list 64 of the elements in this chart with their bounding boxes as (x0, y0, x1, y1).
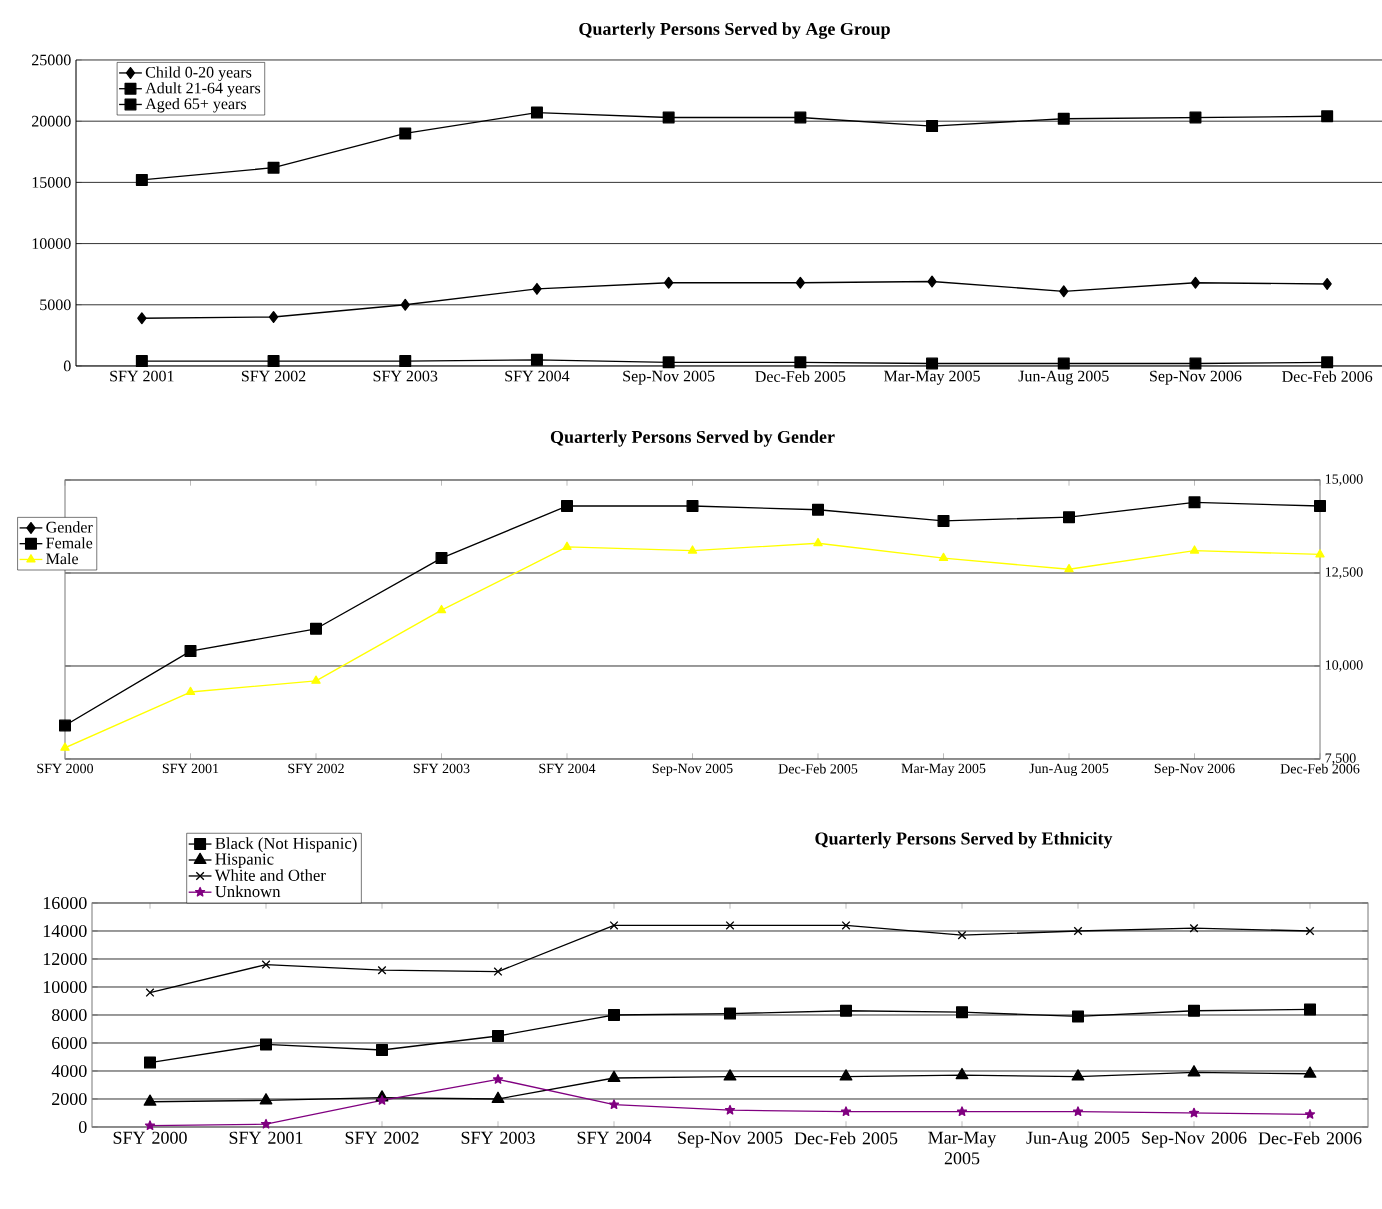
x-tick-label: Sep-Nov 2006 (1154, 763, 1235, 776)
y-tick-label: 10000 (43, 980, 87, 994)
legend-label: Black (Not Hispanic) (215, 837, 357, 853)
x-tick-label: Dec-Feb 2006 (1280, 763, 1360, 774)
y-tick-label: 15000 (32, 176, 71, 188)
x-tick-label: SFY 2004 (539, 763, 596, 774)
x-tick-label: Mar-May 2005 (901, 763, 986, 777)
y-tick-label: 16000 (43, 896, 87, 910)
chart-title: Quarterly Persons Served by Age Group (579, 22, 890, 39)
y-tick-label: 20000 (32, 115, 71, 127)
legend-label: Female (46, 537, 93, 549)
x-tick-label: Dec-Feb 2005 (755, 370, 846, 382)
legend-label: Adult 21-64 years (145, 82, 261, 97)
x-tick-label: Sep-Nov 2006 (1142, 1131, 1247, 1148)
y-tick-label: 12,500 (1325, 567, 1363, 579)
y-tick-label: 12000 (43, 952, 87, 966)
legend-label: Gender (46, 521, 93, 533)
x-tick-label: Dec-Feb 2006 (1282, 370, 1373, 382)
x-tick-label: Sep-Nov 2006 (1150, 370, 1242, 385)
y-tick-label: 2000 (52, 1092, 87, 1106)
y-tick-label: 10000 (32, 238, 71, 249)
x-tick-label: Dec-Feb 2005 (794, 1131, 898, 1145)
x-tick-label: Dec-Feb 2005 (778, 763, 858, 774)
x-tick-label: SFY 2003 (373, 370, 438, 382)
y-tick-label: 15,000 (1325, 474, 1363, 486)
chart-title: Quarterly Persons Served by Ethnicity (815, 831, 1113, 849)
x-tick-label: SFY 2004 (505, 370, 570, 382)
y-tick-label: 14000 (43, 924, 87, 938)
x-tick-label: Sep-Nov 2005 (678, 1131, 783, 1148)
x-tick-label: SFY 2001 (110, 370, 174, 382)
x-tick-label: Jun-Aug 2005 (1029, 763, 1109, 777)
legend-label: Aged 65+ years (145, 97, 247, 113)
x-tick-label: Jun-Aug 2005 (1018, 370, 1109, 385)
y-tick-label: 25000 (32, 54, 71, 66)
x-tick-label: Mar-May 2005 (928, 1131, 997, 1165)
y-tick-label: 10,000 (1325, 660, 1363, 672)
x-tick-label: SFY 2000 (113, 1131, 187, 1144)
x-tick-label: SFY 2004 (577, 1131, 652, 1144)
x-tick-label: Dec-Feb 2006 (1258, 1131, 1362, 1145)
y-tick-label: 0 (63, 360, 71, 372)
x-tick-label: Sep-Nov 2005 (623, 370, 715, 385)
legend-label: Unknown (215, 885, 281, 898)
x-tick-label: Jun-Aug 2005 (1026, 1131, 1130, 1148)
y-tick-label: 8000 (51, 1008, 87, 1022)
legend-label: White and Other (214, 869, 326, 881)
y-tick-label: 7,500 (1325, 753, 1356, 765)
legend-label: Male (46, 552, 79, 565)
chart-title: Quarterly Persons Served by Gender (550, 430, 835, 447)
x-tick-label: SFY 2001 (162, 763, 219, 774)
x-tick-label: SFY 2002 (288, 763, 344, 774)
legend-label: Hispanic (215, 853, 274, 869)
x-tick-label: SFY 2000 (37, 763, 94, 774)
x-tick-label: SFY 2002 (345, 1131, 419, 1144)
x-tick-label: Mar-May 2005 (884, 370, 980, 385)
x-tick-label: SFY 2002 (241, 370, 306, 382)
x-tick-label: SFY 2001 (229, 1131, 303, 1144)
x-tick-label: Sep-Nov 2005 (652, 763, 733, 776)
x-tick-label: SFY 2003 (413, 763, 470, 774)
legend-label: Child 0-20 years (145, 66, 252, 81)
y-tick-label: 6000 (52, 1036, 87, 1050)
y-tick-label: 5000 (40, 299, 71, 311)
y-tick-label: 4000 (51, 1064, 87, 1078)
y-tick-label: 0 (78, 1120, 87, 1134)
x-tick-label: SFY 2003 (461, 1131, 535, 1144)
